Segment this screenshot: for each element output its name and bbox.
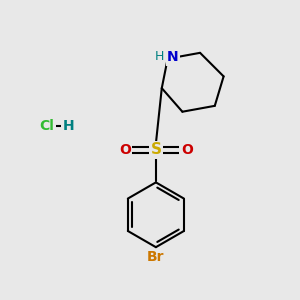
Text: S: S	[150, 142, 161, 158]
Text: O: O	[181, 143, 193, 157]
Text: H: H	[155, 50, 164, 63]
Text: H: H	[62, 119, 74, 134]
Text: Cl: Cl	[40, 119, 54, 134]
Text: O: O	[119, 143, 131, 157]
Text: N: N	[167, 50, 179, 64]
Text: Br: Br	[147, 250, 165, 265]
